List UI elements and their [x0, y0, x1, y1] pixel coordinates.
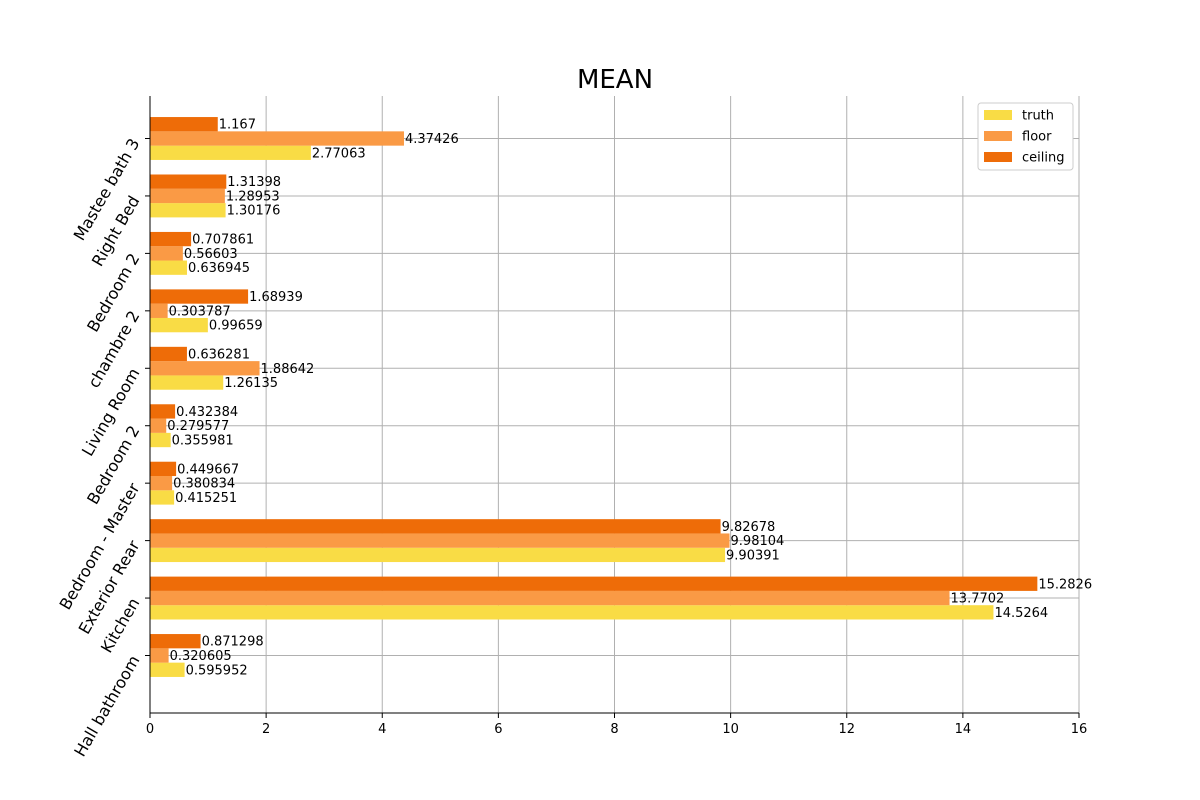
data-label-ceiling: 15.2826 [1038, 577, 1092, 592]
x-tick-label: 16 [1071, 722, 1088, 737]
bar-truth [150, 317, 208, 333]
data-label-ceiling: 1.68939 [249, 290, 303, 305]
data-label-ceiling: 0.707861 [192, 233, 254, 248]
data-label-truth: 9.90391 [726, 548, 780, 563]
bar-ceiling [150, 117, 218, 132]
bar-ceiling [150, 404, 176, 419]
data-label-floor: 0.279577 [167, 419, 229, 434]
legend-label-ceiling: ceiling [1022, 151, 1064, 166]
data-label-truth: 2.77063 [312, 146, 366, 161]
legend-swatch-floor [984, 131, 1012, 141]
data-label-floor: 0.380834 [173, 477, 235, 492]
data-label-floor: 0.320605 [170, 649, 232, 664]
data-label-ceiling: 0.432384 [176, 405, 238, 420]
data-label-ceiling: 1.167 [219, 118, 256, 133]
x-tick-label: 4 [378, 722, 386, 737]
bar-floor [150, 418, 167, 433]
grid-lines [150, 96, 1080, 713]
bar-ceiling [150, 174, 227, 189]
bar-truth [150, 662, 185, 677]
x-tick-label: 12 [838, 722, 855, 737]
bar-truth [150, 605, 994, 620]
data-label-floor: 13.7702 [951, 592, 1005, 607]
bar-truth [150, 432, 171, 448]
bar-ceiling [150, 576, 1038, 591]
x-tick-label: 8 [610, 722, 618, 737]
bar-floor [150, 131, 404, 146]
bar-ceiling [150, 461, 177, 477]
bar-floor [150, 648, 169, 663]
legend-swatch-ceiling [984, 152, 1012, 162]
legend: truth floor ceiling [977, 102, 1074, 171]
bar-truth [150, 490, 175, 505]
data-label-floor: 4.37426 [405, 132, 459, 147]
bars [150, 117, 1038, 677]
data-label-floor: 0.56603 [184, 247, 238, 262]
bar-ceiling [150, 289, 249, 304]
bar-floor [150, 303, 168, 318]
bar-floor [150, 246, 183, 261]
bar-ceiling [150, 519, 721, 534]
bar-truth [150, 375, 224, 390]
data-label-truth: 1.26135 [224, 376, 278, 391]
bar-floor [150, 590, 950, 606]
x-tick-label: 0 [146, 722, 154, 737]
bar-ceiling [150, 346, 187, 362]
data-label-truth: 0.355981 [172, 434, 234, 449]
chart-title: MEAN [577, 65, 653, 95]
x-tick-label: 6 [494, 722, 502, 737]
legend-swatch-truth [984, 110, 1012, 120]
data-label-ceiling: 0.636281 [188, 347, 250, 362]
data-label-truth: 1.30176 [227, 204, 281, 219]
bar-floor [150, 188, 225, 204]
legend-label-truth: truth [1022, 109, 1054, 124]
bar-truth [150, 547, 726, 563]
legend-label-floor: floor [1022, 130, 1052, 145]
x-tick-label: 2 [262, 722, 270, 737]
data-label-floor: 1.28953 [226, 189, 280, 204]
data-label-truth: 0.415251 [175, 491, 237, 506]
data-label-truth: 0.636945 [188, 261, 250, 276]
bar-floor [150, 533, 730, 548]
data-label-ceiling: 1.31398 [227, 175, 281, 190]
data-label-floor: 1.88642 [261, 362, 315, 377]
bar-truth [150, 203, 226, 218]
category-label: Hall bathroom [70, 652, 143, 760]
bar-ceiling [150, 634, 201, 649]
x-tick-label: 14 [955, 722, 972, 737]
data-label-floor: 9.98104 [731, 534, 785, 549]
bar-floor [150, 361, 260, 376]
bar-ceiling [150, 231, 192, 247]
data-label-ceiling: 0.871298 [202, 635, 264, 650]
bar-floor [150, 476, 173, 491]
data-label-ceiling: 9.82678 [722, 520, 776, 535]
data-label-truth: 0.99659 [209, 319, 263, 334]
data-label-truth: 14.5264 [994, 606, 1048, 621]
bar-truth [150, 145, 311, 160]
data-label-truth: 0.595952 [186, 663, 248, 678]
data-label-floor: 0.303787 [169, 304, 231, 319]
x-tick-label: 10 [722, 722, 739, 737]
bar-truth [150, 260, 187, 275]
data-label-ceiling: 0.449667 [177, 462, 239, 477]
